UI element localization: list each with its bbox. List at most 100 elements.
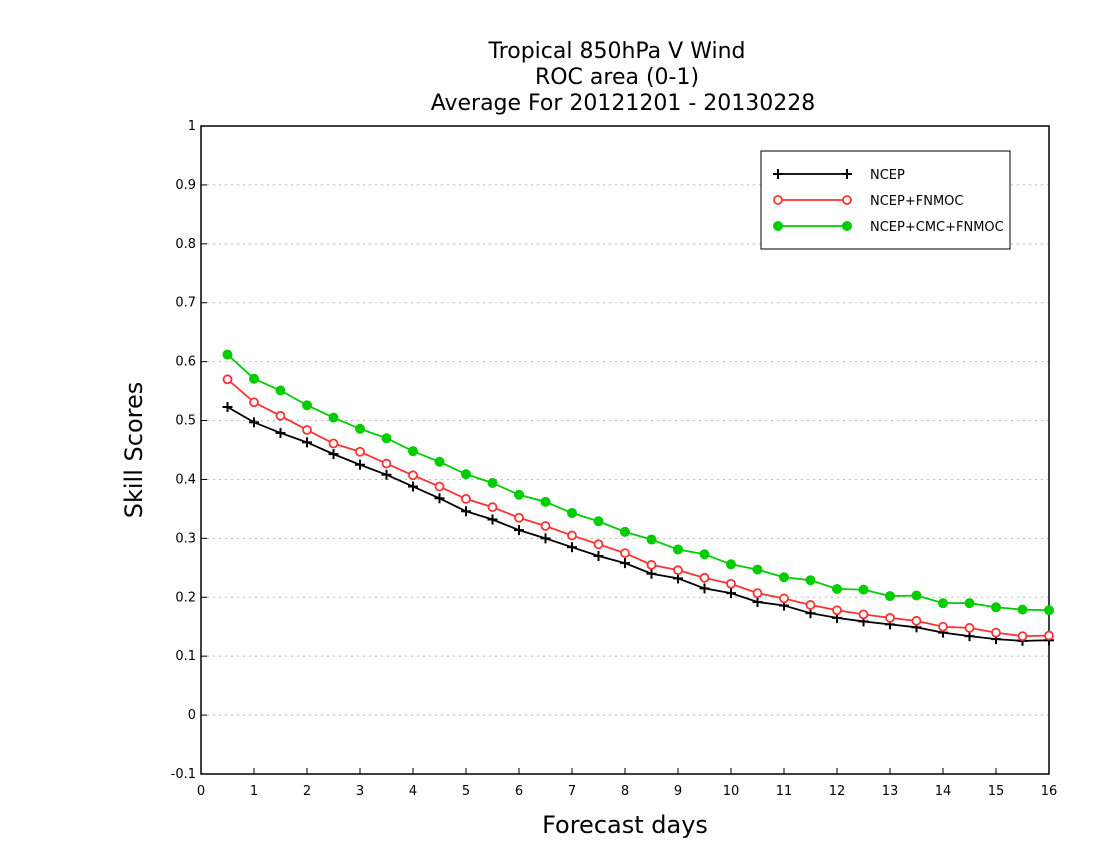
y-tick-label: 0.6 — [175, 355, 196, 370]
data-point — [434, 493, 445, 504]
x-tick-label: 1 — [250, 784, 258, 799]
data-point — [434, 481, 445, 492]
data-point — [275, 427, 286, 438]
data-point — [222, 401, 233, 412]
x-tick-label: 3 — [356, 784, 364, 799]
title-line-3: Average For 20121201 - 20130228 — [431, 91, 816, 116]
legend-marker — [842, 195, 852, 205]
y-tick-label: 1 — [188, 119, 196, 134]
y-tick-label: 0.2 — [175, 590, 196, 605]
data-point — [381, 469, 392, 480]
y-tick-label: -0.1 — [171, 767, 196, 782]
data-point — [726, 578, 736, 589]
data-point — [620, 548, 630, 558]
legend-marker — [773, 221, 783, 231]
data-point — [964, 631, 975, 642]
y-tick-label: 0 — [188, 708, 196, 723]
data-point — [779, 593, 789, 604]
legend-marker — [773, 195, 783, 205]
x-tick-label: 2 — [303, 784, 311, 799]
data-point — [805, 575, 816, 586]
data-point — [328, 449, 339, 460]
data-point — [885, 612, 895, 623]
gridlines — [201, 184, 1049, 716]
data-point — [487, 502, 498, 513]
data-point — [938, 598, 948, 609]
data-point — [328, 438, 339, 449]
series-line — [227, 406, 1050, 642]
x-tick-label: 12 — [829, 784, 846, 799]
data-point — [381, 433, 392, 444]
data-point — [752, 564, 763, 575]
y-tick-label: 0.9 — [175, 178, 196, 193]
data-point — [328, 412, 339, 423]
y-tick-label: 0.8 — [175, 237, 196, 252]
data-point — [222, 349, 233, 360]
data-point — [249, 373, 259, 384]
data-point — [858, 584, 869, 595]
data-point — [646, 559, 657, 570]
data-point — [461, 493, 471, 504]
x-tick-label: 15 — [988, 784, 1005, 799]
legend-marker — [773, 169, 783, 179]
y-axis-label: Skill Scores — [120, 382, 148, 519]
data-point — [434, 456, 445, 467]
data-point — [805, 608, 816, 619]
data-point — [991, 627, 1001, 638]
legend-item: NCEP — [773, 168, 905, 183]
series-ncep-fnmoc — [222, 374, 1054, 642]
data-point — [885, 591, 895, 602]
x-tick-label: 4 — [409, 784, 417, 799]
data-point — [302, 400, 312, 411]
data-point — [567, 542, 577, 553]
data-point — [487, 514, 498, 525]
data-point — [752, 588, 763, 599]
data-point — [540, 521, 551, 531]
y-tick-label: 0.5 — [175, 414, 196, 429]
data-point — [593, 516, 604, 527]
x-tick-label: 13 — [882, 784, 899, 799]
data-point — [991, 602, 1001, 613]
data-point — [461, 506, 471, 517]
x-axis-label: Forecast days — [542, 811, 708, 839]
data-point — [355, 446, 365, 457]
data-point — [275, 410, 286, 421]
data-point — [752, 596, 763, 607]
data-point — [408, 470, 418, 481]
series-layer — [222, 349, 1054, 646]
title-line-2: ROC area (0-1) — [535, 65, 699, 90]
data-point — [222, 374, 233, 385]
series-ncep — [222, 401, 1054, 646]
data-point — [249, 417, 259, 428]
data-point — [461, 469, 471, 480]
y-tick-label: 0.7 — [175, 296, 196, 311]
data-point — [1017, 604, 1028, 615]
series-ncep-cmc-fnmoc — [222, 349, 1054, 616]
x-tick-label: 10 — [723, 784, 740, 799]
data-point — [1044, 605, 1054, 616]
axis-ticks: -0.100.10.20.30.40.50.60.70.80.910 1 2 3 4 5 6… — [171, 119, 1058, 799]
data-point — [514, 512, 524, 523]
data-point — [699, 549, 710, 560]
x-tick-label: 5 — [462, 784, 470, 799]
data-point — [540, 533, 551, 544]
data-point — [1044, 630, 1054, 641]
data-point — [1017, 631, 1028, 642]
data-point — [620, 526, 630, 537]
data-point — [858, 609, 869, 620]
data-point — [567, 508, 577, 519]
data-point — [302, 425, 312, 435]
data-point — [964, 623, 975, 633]
data-point — [699, 572, 710, 583]
legend-marker — [842, 169, 852, 179]
x-tick-label: 8 — [621, 784, 629, 799]
data-point — [726, 588, 736, 599]
data-point — [779, 572, 789, 583]
chart-title: Tropical 850hPa V Wind ROC area (0-1) Av… — [431, 39, 816, 116]
series-line — [226, 353, 1050, 612]
data-point — [673, 565, 683, 576]
data-point — [408, 481, 418, 492]
data-point — [355, 459, 365, 470]
data-point — [646, 534, 657, 545]
